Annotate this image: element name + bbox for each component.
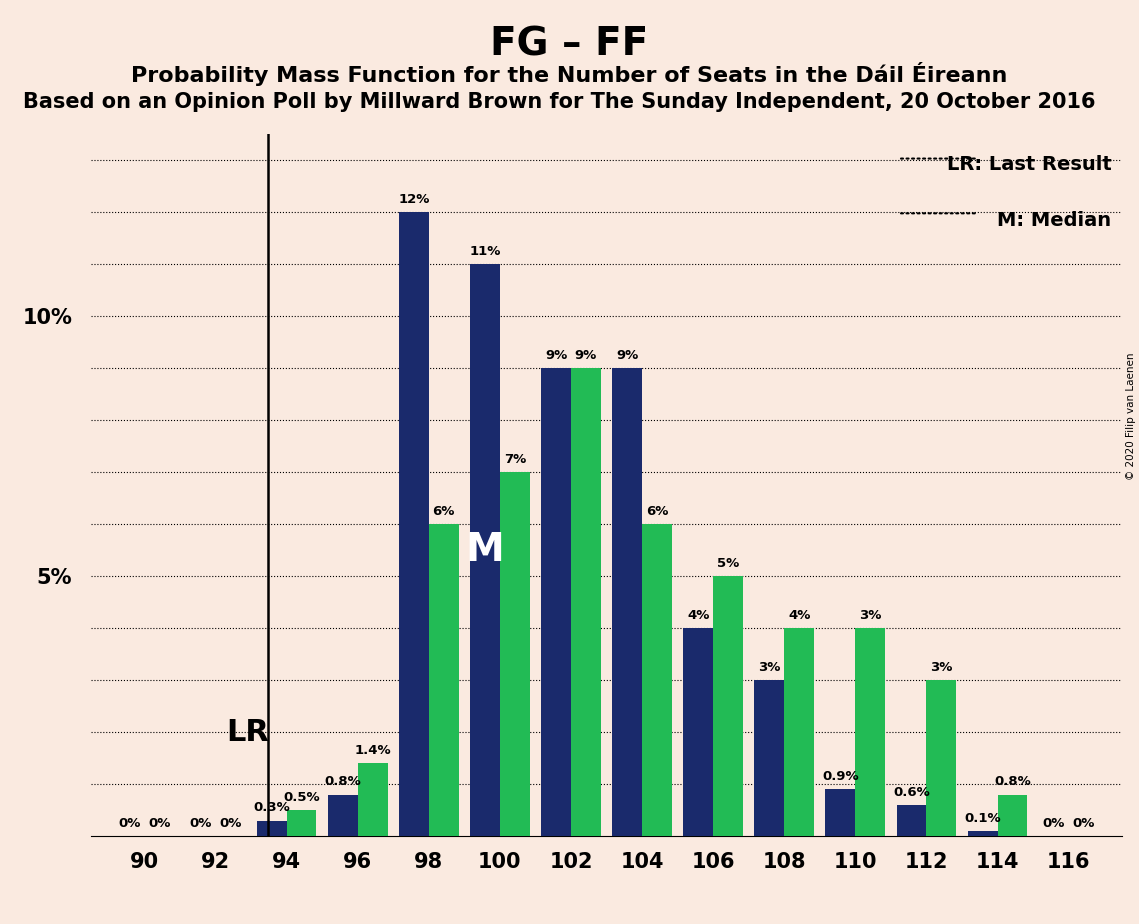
Text: 0.9%: 0.9% <box>822 771 859 784</box>
Text: 0.8%: 0.8% <box>994 775 1031 788</box>
Text: 0.8%: 0.8% <box>325 775 361 788</box>
Text: 6%: 6% <box>646 505 669 517</box>
Bar <box>328 795 358 836</box>
Bar <box>399 212 428 836</box>
Text: 9%: 9% <box>616 349 638 362</box>
Text: 12%: 12% <box>399 193 429 206</box>
Text: 3%: 3% <box>859 609 882 622</box>
Text: 0.3%: 0.3% <box>253 801 290 814</box>
Bar <box>826 789 855 836</box>
Bar <box>896 805 926 836</box>
Text: 6%: 6% <box>433 505 454 517</box>
Text: © 2020 Filip van Laenen: © 2020 Filip van Laenen <box>1126 352 1136 480</box>
Bar <box>926 680 957 836</box>
Text: 5%: 5% <box>716 557 739 570</box>
Text: 0%: 0% <box>148 817 171 830</box>
Text: 11%: 11% <box>469 245 501 258</box>
Text: 9%: 9% <box>575 349 597 362</box>
Text: FG – FF: FG – FF <box>491 26 648 64</box>
Text: 0%: 0% <box>1072 817 1095 830</box>
Text: Based on an Opinion Poll by Millward Brown for The Sunday Independent, 20 Octobe: Based on an Opinion Poll by Millward Bro… <box>23 92 1096 113</box>
Bar <box>998 795 1027 836</box>
Text: 7%: 7% <box>503 453 526 466</box>
Text: 0%: 0% <box>189 817 212 830</box>
Bar <box>358 763 387 836</box>
Bar <box>428 524 459 836</box>
Text: Probability Mass Function for the Number of Seats in the Dáil Éireann: Probability Mass Function for the Number… <box>131 62 1008 86</box>
Text: 3%: 3% <box>931 661 952 674</box>
Text: LR: Last Result: LR: Last Result <box>947 155 1112 174</box>
Bar <box>287 810 317 836</box>
Bar <box>785 628 814 836</box>
Text: 0.1%: 0.1% <box>965 812 1001 825</box>
Bar <box>541 368 571 836</box>
Bar <box>470 264 500 836</box>
Bar <box>612 368 642 836</box>
Bar <box>256 821 287 836</box>
Bar <box>968 831 998 836</box>
Text: 0%: 0% <box>1042 817 1065 830</box>
Text: 4%: 4% <box>788 609 810 622</box>
Text: 0.5%: 0.5% <box>284 791 320 804</box>
Text: 0%: 0% <box>220 817 241 830</box>
Text: M: M <box>466 531 505 569</box>
Text: 4%: 4% <box>687 609 710 622</box>
Bar <box>713 577 743 836</box>
Bar <box>683 628 713 836</box>
Text: 1.4%: 1.4% <box>354 744 391 757</box>
Bar <box>500 472 530 836</box>
Bar <box>642 524 672 836</box>
Bar <box>855 628 885 836</box>
Bar <box>571 368 601 836</box>
Text: 3%: 3% <box>759 661 780 674</box>
Text: 9%: 9% <box>544 349 567 362</box>
Text: M: Median: M: Median <box>998 212 1112 230</box>
Text: 0%: 0% <box>118 817 141 830</box>
Text: LR: LR <box>226 718 269 747</box>
Text: 0.6%: 0.6% <box>893 785 929 798</box>
Bar <box>754 680 785 836</box>
